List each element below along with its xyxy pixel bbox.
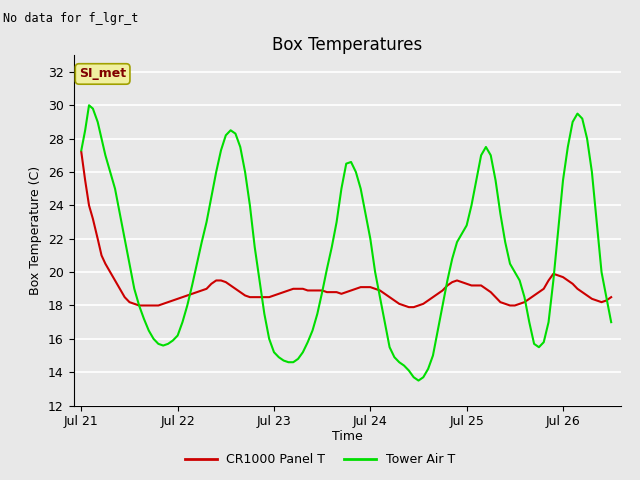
Text: No data for f_lgr_t: No data for f_lgr_t [3,12,139,25]
Y-axis label: Box Temperature (C): Box Temperature (C) [29,166,42,295]
Title: Box Temperatures: Box Temperatures [272,36,422,54]
X-axis label: Time: Time [332,430,363,443]
Text: SI_met: SI_met [79,68,126,81]
Legend: CR1000 Panel T, Tower Air T: CR1000 Panel T, Tower Air T [180,448,460,471]
